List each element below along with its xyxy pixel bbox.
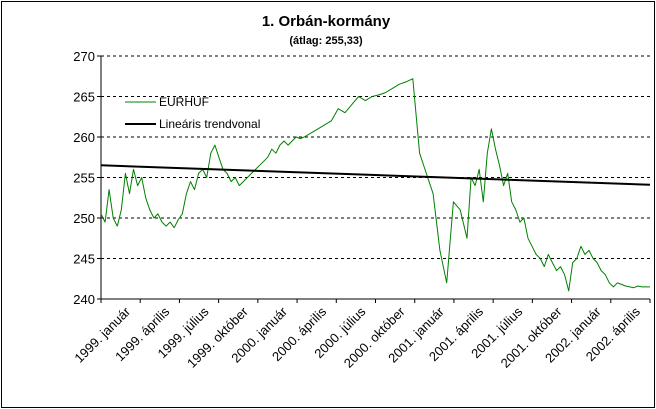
series-line-eurhuf (100, 78, 650, 292)
y-tick-label: 265 (73, 90, 95, 105)
y-tick-label: 255 (73, 171, 95, 186)
chart-title: 1. Orbán-kormány (262, 13, 391, 30)
y-tick-label: 260 (73, 130, 95, 145)
y-tick-label: 270 (73, 49, 95, 64)
series-line-trend (100, 164, 651, 186)
y-tick-label: 240 (73, 292, 95, 307)
y-tick-label: 250 (73, 211, 95, 226)
chart-subtitle: (átlag: 255,33) (289, 35, 363, 47)
legend-label-eurhuf: EURHUF (159, 95, 209, 109)
y-tick-label: 245 (73, 252, 95, 267)
chart-legend: EURHUF Lineáris trendvonal (125, 95, 260, 131)
legend-label-trend: Lineáris trendvonal (159, 117, 260, 131)
